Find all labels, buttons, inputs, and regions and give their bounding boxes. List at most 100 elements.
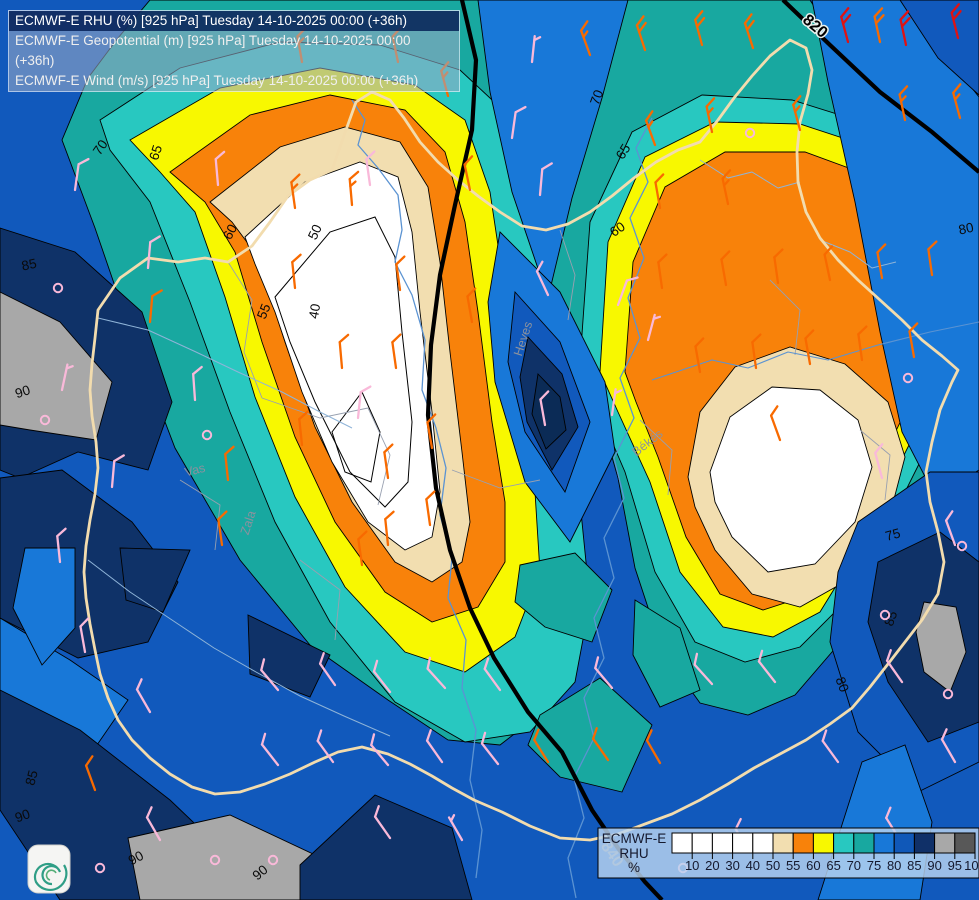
contour-label-75: 75 [884,525,902,543]
contour-label-55: 55 [254,302,274,322]
wind-barb-icon [110,454,125,489]
country-border [82,38,960,842]
wind-barb-icon [224,445,235,482]
region-bc-navy [299,794,473,900]
wind-barb-icon [480,731,500,766]
wind-barb-icon [940,728,957,764]
wind-barb-icon [821,729,840,764]
wind-barb-icon [73,157,90,192]
contour-label-85: 85 [20,256,38,274]
region-bl-navy-tri [119,547,191,613]
wind-barb-icon [898,85,909,122]
geo-820 [781,0,979,174]
wind-barb-icon [318,652,337,687]
rivers [87,99,979,899]
legend-swatch-95 [934,832,956,854]
wind-barb-icon [720,250,731,287]
wind-barb-icon [654,173,665,210]
wind-barb-icon [192,365,203,402]
wind-barb-icon [874,443,884,480]
region-bl-blue-patch [12,547,76,666]
contour-label-80: 80 [833,675,852,694]
contour-label-65: 65 [613,141,634,162]
wind-barb-icon [298,410,309,447]
legend-swatch-55 [772,832,794,854]
wind-barb-icon [79,617,90,654]
wind-barb-icon [908,322,919,359]
wind-barb-icon [260,658,280,692]
wind-barb-icon [373,805,392,840]
wind-barb-icon [290,173,301,210]
wind-barb-icon [145,806,162,842]
wind-barb-icon [635,15,647,52]
wind-barb-icon [510,105,527,140]
legend-swatch-100 [954,832,976,854]
legend-tick-75: 75 [867,858,881,873]
region-blue-wedge-top [477,0,629,300]
wind-barb-icon [348,170,360,207]
wind-barb-icon [950,3,962,40]
contour-label-90: 90 [250,862,271,883]
legend-swatch-30 [711,832,734,854]
wind-barb-icon [291,253,302,290]
contour-label-70: 70 [90,137,111,158]
wind-barb-icon [535,260,550,297]
calm-wind-icon [209,854,221,866]
legend-tick-40: 40 [746,858,760,873]
contour-40 [274,216,413,508]
calm-wind-icon [39,414,51,426]
wind-barb-icon [645,729,662,765]
wind-barb-icon [483,657,502,692]
contour-label-85: 85 [881,609,900,628]
legend-model-label: ECMWF-E [602,831,667,846]
wind-barb-icon [463,155,474,192]
wind-barb-icon [721,169,732,206]
wind-barb-icon [857,325,868,362]
wind-barb-icon [447,814,464,842]
wind-barb-icon [646,313,662,342]
legend-unit-label: % [628,860,640,875]
legend-swatch-70 [833,832,855,854]
contour-30 [331,391,381,483]
contour-label-65: 65 [146,143,165,162]
calm-wind-icon [744,127,756,139]
wind-barb-icon [356,385,372,420]
wind-barb-icon [594,656,614,690]
calm-wind-icon [94,862,106,874]
wind-barb-icon [927,240,938,277]
wind-barb-icon [426,656,447,690]
wind-barb-icon [395,255,406,292]
wind-barb-icon [365,150,376,187]
region-ne-corner [899,0,979,96]
wind-barb-icon [873,7,885,44]
wind-barb-icon [616,276,639,307]
contour-label-60: 60 [607,219,628,240]
wind-barb-icon [466,287,477,324]
region-wet-diamond-core [531,373,567,450]
wind-barb-icon [693,652,714,686]
wind-barb-icon [952,83,962,120]
legend-swatch-60 [792,832,814,854]
wind-barb-icon [316,729,335,764]
contour-label-40: 40 [306,303,323,320]
wind-barb-icon [384,510,395,547]
wind-barb-icon [60,363,74,392]
contour-label-90: 90 [126,848,146,868]
region-teal-bottom-1 [514,552,613,643]
wind-barb-icon [530,34,542,64]
wind-barb-icon [644,110,657,147]
legend-swatch-65 [812,832,835,854]
wind-barb-icon [657,253,668,290]
contour-label-50: 50 [305,222,325,242]
calm-wind-icon [879,609,891,621]
wind-barb-icon [214,150,226,187]
wind-barb-icon [694,10,706,47]
wind-barb-icon [591,727,610,762]
region-white-east [709,386,873,573]
wind-barb-icon [383,443,394,480]
legend-tick-60: 60 [806,858,820,873]
met-service-logo [27,844,71,894]
